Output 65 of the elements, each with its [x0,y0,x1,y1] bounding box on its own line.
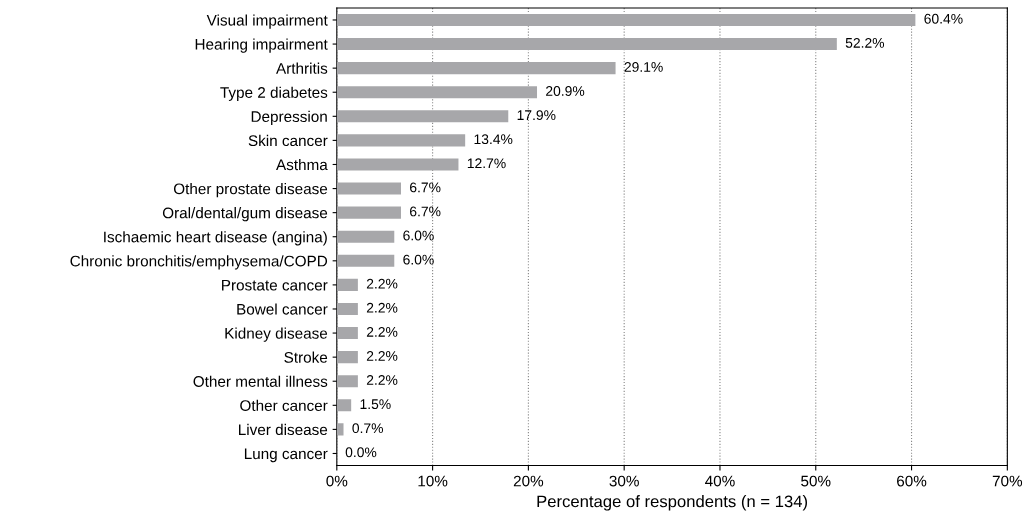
data-label: 52.2% [845,37,885,48]
data-label: 12.7% [467,158,506,169]
bar [336,62,616,75]
bar [336,110,509,123]
bar [336,38,837,51]
bar [336,351,358,364]
data-label: 60.4% [924,13,963,24]
bar [336,206,401,219]
x-tick-label: 70% [992,475,1023,487]
x-tick-label: 10% [418,475,448,487]
y-tick-label: Depression [251,110,327,126]
bar [336,254,395,267]
y-tick-label: Chronic bronchitis/emphysema/COPD [70,255,328,270]
y-tick-label: Kidney disease [225,327,328,342]
y-tick-label: Asthma [276,158,328,171]
y-tick-label: Stroke [284,351,328,363]
y-tick-label: Ischaemic heart disease (angina) [104,231,327,246]
data-label: 0.0% [345,447,377,458]
data-label: 6.7% [410,206,441,217]
x-tick-label: 40% [705,475,735,487]
y-tick-label: Other cancer [240,399,328,411]
data-label: 1.5% [360,399,391,410]
data-label: 17.9% [517,110,556,121]
bar [336,399,352,412]
bar [336,86,538,99]
x-tick-label: 50% [801,475,831,487]
y-tick-label: Prostate cancer [222,279,328,291]
x-tick-label: 0% [326,475,348,487]
data-label: 20.9% [546,86,585,96]
y-tick-label: Visual impairment [206,14,328,29]
data-label: 2.2% [366,302,398,313]
x-tick-label: 30% [609,475,639,487]
bar [336,423,344,436]
data-label: 2.2% [366,351,398,361]
y-tick-label: Hearing impairment [195,38,328,53]
bar [336,182,401,195]
y-tick-label: Other mental illness [193,375,328,387]
bar [336,230,395,243]
y-tick-label: Bowel cancer [237,303,328,315]
y-tick-label: Other prostate disease [173,183,328,198]
bar [336,278,358,291]
y-tick-label: Oral/dental/gum disease [162,207,328,222]
data-label: 6.0% [403,230,434,241]
bar [336,158,459,171]
bar [336,375,358,388]
data-label: 0.7% [352,423,384,434]
bar [336,302,358,315]
x-tick-label: 60% [897,475,927,487]
bar [336,134,466,147]
data-label: 2.2% [366,326,398,337]
y-tick-label: Arthritis [276,62,328,74]
data-label: 6.0% [403,254,434,265]
data-label: 2.2% [366,375,398,385]
data-label: 29.1% [624,62,663,72]
y-tick-label: Type 2 diabetes [220,86,328,101]
data-label: 13.4% [474,134,513,145]
x-axis-title: Percentage of respondents (n = 134) [537,495,808,511]
y-tick-label: Lung cancer [244,448,328,463]
x-tick-label: 20% [513,475,544,487]
y-tick-label: Liver disease [239,423,328,436]
data-label: 6.7% [410,182,441,193]
data-label: 2.2% [366,278,398,289]
y-tick-label: Skin cancer [248,134,328,147]
bar [336,13,916,26]
bar [336,327,358,340]
